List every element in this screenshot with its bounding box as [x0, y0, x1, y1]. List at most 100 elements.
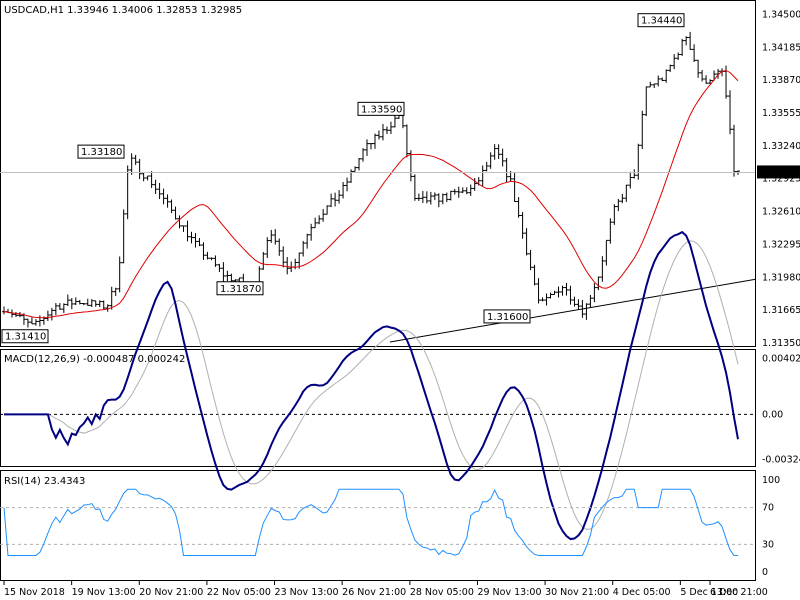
ohlc-bar — [45, 310, 50, 321]
x-tick-label: 20 Nov 21:00 — [139, 587, 203, 598]
ohlc-bar — [436, 193, 441, 208]
x-tick-label: 26 Nov 21:00 — [342, 587, 406, 598]
ohlc-bar — [560, 285, 565, 296]
ohlc-bar — [109, 286, 114, 310]
ohlc-bar — [125, 165, 130, 220]
ohlc-bar — [532, 264, 537, 286]
ohlc-bar — [664, 69, 669, 83]
svg-text:1.33180: 1.33180 — [81, 147, 122, 158]
x-tick-label: 4 Dec 05:00 — [613, 587, 671, 598]
ohlc-bar — [556, 286, 561, 298]
ohlc-bar — [384, 126, 389, 134]
ohlc-bar — [89, 299, 94, 308]
x-tick-label: 6 Dec 21:00 — [710, 587, 768, 598]
ohlc-bar — [512, 173, 517, 203]
ohlc-bar — [428, 191, 433, 205]
ohlc-bar — [145, 175, 150, 181]
ohlc-bar — [544, 293, 549, 306]
ohlc-bar — [209, 257, 214, 261]
ohlc-bar — [345, 177, 350, 192]
ohlc-bar — [596, 276, 601, 291]
ohlc-bar — [600, 256, 605, 282]
rsi-title: RSI(14) 23.4343 — [4, 476, 85, 487]
x-axis-ticks: 15 Nov 2018 19 Nov 13:00 20 Nov 21:00 22 No… — [3, 581, 768, 598]
ohlc-bar — [33, 319, 38, 326]
ohlc-bar — [53, 303, 58, 316]
ohlc-bar — [372, 133, 377, 149]
ohlc-bar — [440, 193, 445, 205]
ohlc-bar — [341, 182, 346, 199]
ohlc-bar — [680, 38, 685, 56]
ohlc-bar — [157, 182, 162, 200]
ohlc-bar — [564, 282, 569, 296]
ohlc-bar — [225, 270, 230, 282]
rsi-line: 100 70 30 0 — [0, 475, 780, 578]
ohlc-bar — [472, 177, 477, 191]
rsi-y-tick: 70 — [762, 503, 774, 514]
ohlc-bar — [81, 303, 86, 306]
ohlc-bar — [361, 148, 366, 162]
current-price-tag: 1.32985 — [757, 165, 800, 179]
ohlc-bar — [357, 157, 362, 171]
ohlc-bar — [488, 152, 493, 169]
ohlc-bar — [552, 290, 557, 295]
price-label: 1.34440 — [637, 13, 685, 28]
ohlc-bar — [77, 299, 82, 305]
price-label: 1.31410 — [1, 329, 49, 344]
macd-lines: 0.004027 0.00 -0.003249 — [0, 230, 800, 541]
ohlc-bar — [321, 208, 326, 222]
ohlc-bar — [141, 172, 146, 182]
ohlc-bar — [536, 278, 541, 304]
svg-text:1.31870: 1.31870 — [220, 284, 261, 295]
ohlc-bar — [404, 124, 409, 158]
ohlc-bar — [632, 169, 637, 179]
ohlc-bar — [704, 75, 709, 84]
ohlc-bar — [608, 218, 613, 244]
ohlc-bar — [73, 297, 78, 306]
x-tick-label: 5 Dec 13:00 — [680, 587, 738, 598]
macd-signal-line — [4, 240, 739, 530]
ohlc-bar — [309, 223, 314, 241]
ohlc-bar — [281, 246, 286, 268]
ohlc-bar — [201, 242, 206, 260]
x-tick-label: 15 Nov 2018 — [4, 587, 65, 598]
ohlc-bar — [668, 64, 673, 73]
ohlc-bar — [85, 298, 90, 306]
ohlc-bar — [313, 217, 318, 229]
ohlc-bar — [185, 220, 190, 242]
ohlc-bar — [305, 233, 310, 249]
ohlc-bar — [504, 157, 509, 183]
price-y-tick: 1.34185 — [762, 42, 800, 53]
ohlc-bar — [153, 179, 158, 194]
ohlc-bar — [269, 229, 274, 243]
ohlc-bar — [492, 144, 497, 160]
ohlc-bar — [337, 190, 342, 204]
ohlc-bar — [660, 77, 665, 82]
ohlc-bar — [297, 252, 302, 269]
ohlc-bar — [724, 65, 729, 99]
ohlc-bar — [640, 110, 645, 149]
price-label: 1.33590 — [357, 101, 405, 116]
ohlc-bar — [516, 197, 521, 218]
svg-text:1.34440: 1.34440 — [641, 16, 682, 27]
price-y-tick: 1.32925 — [762, 174, 800, 185]
ohlc-bar — [205, 251, 210, 260]
ohlc-bar — [676, 52, 681, 60]
ohlc-bar — [169, 199, 174, 214]
svg-text:1.33590: 1.33590 — [361, 104, 402, 115]
svg-text:1.31600: 1.31600 — [487, 312, 528, 323]
ohlc-bar — [540, 297, 545, 302]
price-y-tick: 1.32295 — [762, 239, 800, 250]
ohlc-bar — [548, 292, 553, 299]
ohlc-bar — [496, 144, 501, 160]
ohlc-bar — [277, 238, 282, 256]
rsi-series — [3, 488, 738, 556]
ohlc-bar — [648, 81, 653, 88]
ohlc-bar — [376, 130, 381, 140]
x-tick-label: 28 Nov 05:00 — [410, 587, 474, 598]
ohlc-bar — [592, 283, 597, 303]
ohlc-bar — [369, 143, 373, 150]
ohlc-bar — [692, 44, 697, 62]
ohlc-bar — [37, 315, 42, 327]
